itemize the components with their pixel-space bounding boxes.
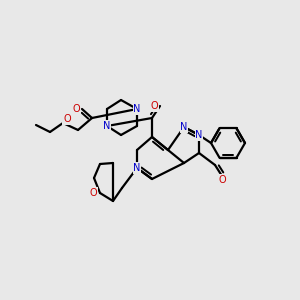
Text: O: O	[63, 114, 71, 124]
Text: O: O	[72, 104, 80, 114]
Text: N: N	[133, 104, 141, 114]
Text: O: O	[150, 101, 158, 111]
Text: O: O	[218, 175, 226, 185]
Text: N: N	[180, 122, 188, 132]
Text: O: O	[89, 188, 97, 198]
Text: N: N	[103, 121, 111, 131]
Text: N: N	[195, 130, 203, 140]
Text: N: N	[133, 163, 141, 173]
